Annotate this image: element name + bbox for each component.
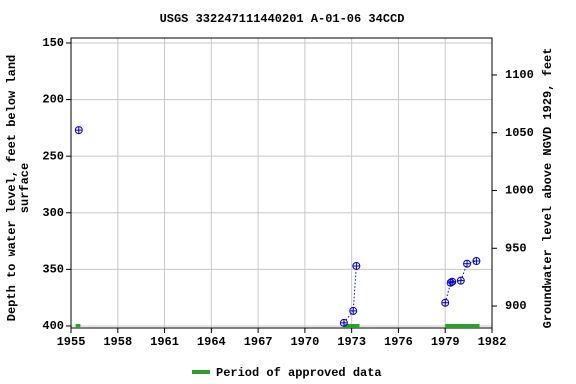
y-tick-label: 200: [42, 93, 64, 107]
approved-period: [343, 324, 360, 328]
legend-label: Period of approved data: [216, 366, 382, 380]
y2-axis-label: Groundwater level above NGVD 1929, feet: [541, 48, 555, 329]
data-point: [339, 318, 348, 327]
x-tick-label: 1973: [337, 335, 366, 349]
y-tick-label: 150: [42, 36, 64, 50]
y2-tick-label: 950: [505, 241, 527, 255]
x-tick-label: 1976: [384, 335, 413, 349]
data-point: [472, 256, 481, 265]
legend-swatch: [192, 370, 210, 374]
data-point: [463, 259, 472, 268]
x-tick-label: 1961: [150, 335, 179, 349]
point-cross: [472, 257, 480, 265]
x-tick-label: 1967: [244, 335, 273, 349]
point-cross: [457, 277, 465, 285]
y-axis-label: Depth to water level, feet below land: [5, 55, 19, 321]
chart-title: USGS 332247111440201 A-01-06 34CCD: [160, 12, 405, 26]
y-tick-label: 400: [42, 319, 64, 333]
y2-tick-label: 900: [505, 299, 527, 313]
x-tick-label: 1970: [290, 335, 319, 349]
approved-period: [75, 324, 81, 328]
data-point: [74, 126, 83, 135]
point-cross: [441, 299, 449, 307]
y2-tick-label: 1050: [505, 126, 534, 140]
data-point: [456, 276, 465, 285]
point-cross: [340, 319, 348, 327]
y-tick-label: 350: [42, 263, 64, 277]
approved-period: [445, 324, 480, 328]
x-tick-label: 1955: [57, 335, 86, 349]
series-line: [343, 260, 477, 324]
point-cross: [352, 262, 360, 270]
y-axis-label: surface: [18, 163, 32, 213]
x-tick-label: 1982: [478, 335, 507, 349]
point-cross: [75, 126, 83, 134]
point-cross: [463, 260, 471, 268]
y2-tick-label: 1100: [505, 68, 534, 82]
x-tick-label: 1979: [431, 335, 460, 349]
data-point: [441, 298, 450, 307]
point-cross: [448, 278, 456, 286]
y2-tick-label: 1000: [505, 184, 534, 198]
data-point: [352, 261, 361, 270]
x-tick-label: 1964: [197, 335, 226, 349]
point-cross: [349, 307, 357, 315]
data-point: [448, 277, 457, 286]
y-tick-label: 250: [42, 149, 64, 163]
x-tick-label: 1958: [103, 335, 132, 349]
data-point: [349, 306, 358, 315]
y-tick-label: 300: [42, 206, 64, 220]
plot-frame: [70, 37, 493, 329]
